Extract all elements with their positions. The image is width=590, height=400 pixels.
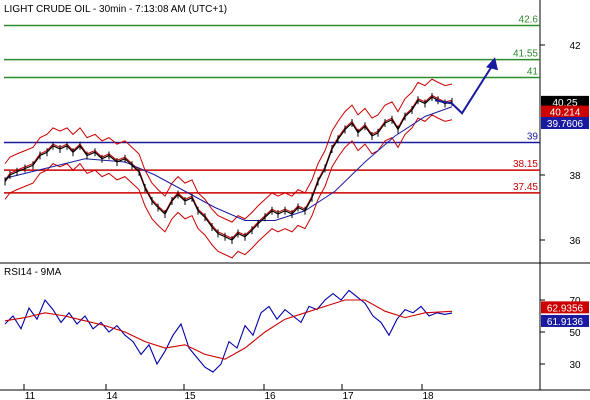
rsi-tag xyxy=(541,314,589,327)
forecast-arrowhead xyxy=(486,57,498,71)
price-tag xyxy=(541,117,589,129)
price-tag-label: 40.214 xyxy=(550,108,581,119)
rsi-line xyxy=(4,289,453,373)
level-label: 41.55 xyxy=(513,49,538,60)
rsi-tag-label: 62.9356 xyxy=(547,303,584,314)
forecast-arrow xyxy=(434,60,496,115)
moving-average xyxy=(4,106,453,221)
rsi-y-tick-label: 50 xyxy=(569,328,581,339)
middle-band xyxy=(4,94,453,239)
x-tick-label: 11 xyxy=(25,391,36,400)
x-tick-label: 16 xyxy=(264,391,276,400)
upper-band xyxy=(4,78,453,223)
price-panel-title: LIGHT CRUDE OIL - 30min - 7:13:08 AM (UT… xyxy=(4,4,227,15)
level-label: 37.45 xyxy=(513,182,538,193)
rsi-tag xyxy=(541,301,589,314)
x-tick-label: 14 xyxy=(106,391,118,400)
x-tick-label: 18 xyxy=(422,391,434,400)
x-tick-label: 17 xyxy=(342,391,354,400)
x-tick-label: 15 xyxy=(184,391,196,400)
rsi-tag-label: 61.9136 xyxy=(547,317,584,328)
price-tag-label: 40.25 xyxy=(552,98,577,109)
rsi-panel-title: RSI14 - 9MA xyxy=(4,267,62,278)
price-y-tick-label: 42 xyxy=(569,41,581,52)
level-label: 41 xyxy=(527,67,539,78)
price-y-tick-label: 38 xyxy=(569,171,581,182)
price-y-tick-label: 36 xyxy=(569,236,581,247)
level-label: 38.15 xyxy=(513,159,538,170)
price-tag xyxy=(541,105,589,118)
level-label: 39 xyxy=(527,132,539,143)
price-tag xyxy=(541,95,589,108)
price-tag-label: 39.7606 xyxy=(547,119,584,130)
level-label: 42.6 xyxy=(519,15,539,26)
rsi-y-tick-label: 30 xyxy=(569,360,581,371)
rsi-ma-line xyxy=(4,299,453,360)
